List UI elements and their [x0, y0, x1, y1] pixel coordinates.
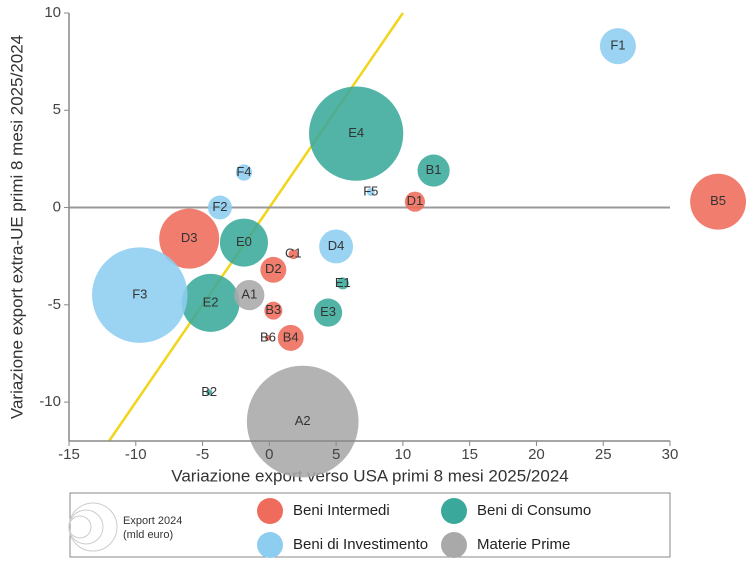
x-tick-label: 20 [528, 446, 545, 463]
size-legend-circle [68, 502, 118, 552]
bubble-label: C1 [285, 246, 302, 261]
x-tick-label: 5 [332, 446, 340, 463]
bubble [206, 389, 213, 396]
bubble-label: A2 [295, 413, 311, 428]
bubble [277, 324, 304, 351]
bubble [404, 191, 426, 212]
bubble [181, 273, 240, 332]
bubble-label: F3 [132, 287, 147, 302]
bubble [207, 195, 232, 220]
legend-label: Beni Intermedi [293, 502, 390, 519]
bubble-label: D3 [181, 230, 198, 245]
size-legend-title: Export 2024 [123, 515, 182, 527]
x-tick-label: -10 [125, 446, 147, 463]
bubble [219, 218, 268, 267]
legend-box [69, 492, 671, 558]
x-tick-label: 0 [265, 446, 273, 463]
x-tick-label: 10 [395, 446, 412, 463]
bubble [235, 164, 253, 181]
bubble-label: B5 [710, 193, 726, 208]
bubble-label: F1 [610, 38, 625, 53]
bubble [366, 187, 375, 197]
y-tick-label: -5 [48, 296, 61, 313]
bubble [260, 256, 287, 283]
legend-marker [441, 532, 467, 558]
bubble [314, 298, 343, 327]
bubble-label: E0 [236, 234, 252, 249]
bubble-label: F4 [236, 164, 251, 179]
bubble [309, 86, 404, 181]
x-tick-label: 25 [595, 446, 612, 463]
bubble-label: D1 [407, 193, 424, 208]
y-axis-title: Variazione export extra-UE primi 8 mesi … [7, 35, 26, 419]
legend-label: Beni di Consumo [477, 502, 591, 519]
legend-label: Beni di Investimento [293, 536, 428, 553]
bubble-label: F2 [212, 199, 227, 214]
x-axis-title: Variazione export verso USA primi 8 mesi… [171, 466, 569, 485]
y-tick-label: 0 [53, 199, 61, 216]
bubble [599, 28, 636, 65]
bubble-label: B4 [283, 329, 299, 344]
y-tick-label: 5 [53, 101, 61, 118]
legend-label: Materie Prime [477, 536, 570, 553]
bubble [288, 249, 299, 260]
size-legend-circle [68, 509, 104, 545]
bubble [264, 301, 283, 320]
bubble-label: B2 [201, 384, 217, 399]
bubble-label: A1 [241, 287, 257, 302]
bubble-label: E1 [335, 275, 351, 290]
bubble [159, 208, 220, 269]
bubble-label: D4 [328, 238, 345, 253]
size-legend-circle [68, 515, 92, 539]
x-tick-label: 15 [461, 446, 478, 463]
bubble-label: F5 [363, 183, 378, 198]
bubble [336, 277, 349, 290]
size-legend-title: (mld euro) [123, 529, 173, 541]
bubble [92, 247, 188, 343]
bubble-label: E4 [348, 125, 364, 140]
x-tick-label: -5 [196, 446, 209, 463]
x-tick-label: 30 [662, 446, 679, 463]
bubble-label: B1 [426, 162, 442, 177]
legend-marker [257, 498, 283, 524]
bubble-label: B6 [260, 329, 276, 344]
bubble [319, 229, 354, 264]
legend-marker [441, 498, 467, 524]
legend-marker [257, 532, 283, 558]
bubble [417, 154, 450, 187]
bubble [246, 365, 359, 478]
bubble-label: B3 [265, 302, 281, 317]
y-tick-label: 10 [44, 4, 61, 21]
bubble [234, 279, 265, 311]
bubble-label: E3 [320, 304, 336, 319]
y-tick-label: -10 [39, 393, 61, 410]
bubble-label: D2 [265, 261, 282, 276]
bubble [264, 334, 271, 341]
bubble [690, 173, 747, 230]
x-tick-label: -15 [58, 446, 80, 463]
bubble-label: E2 [203, 294, 219, 309]
